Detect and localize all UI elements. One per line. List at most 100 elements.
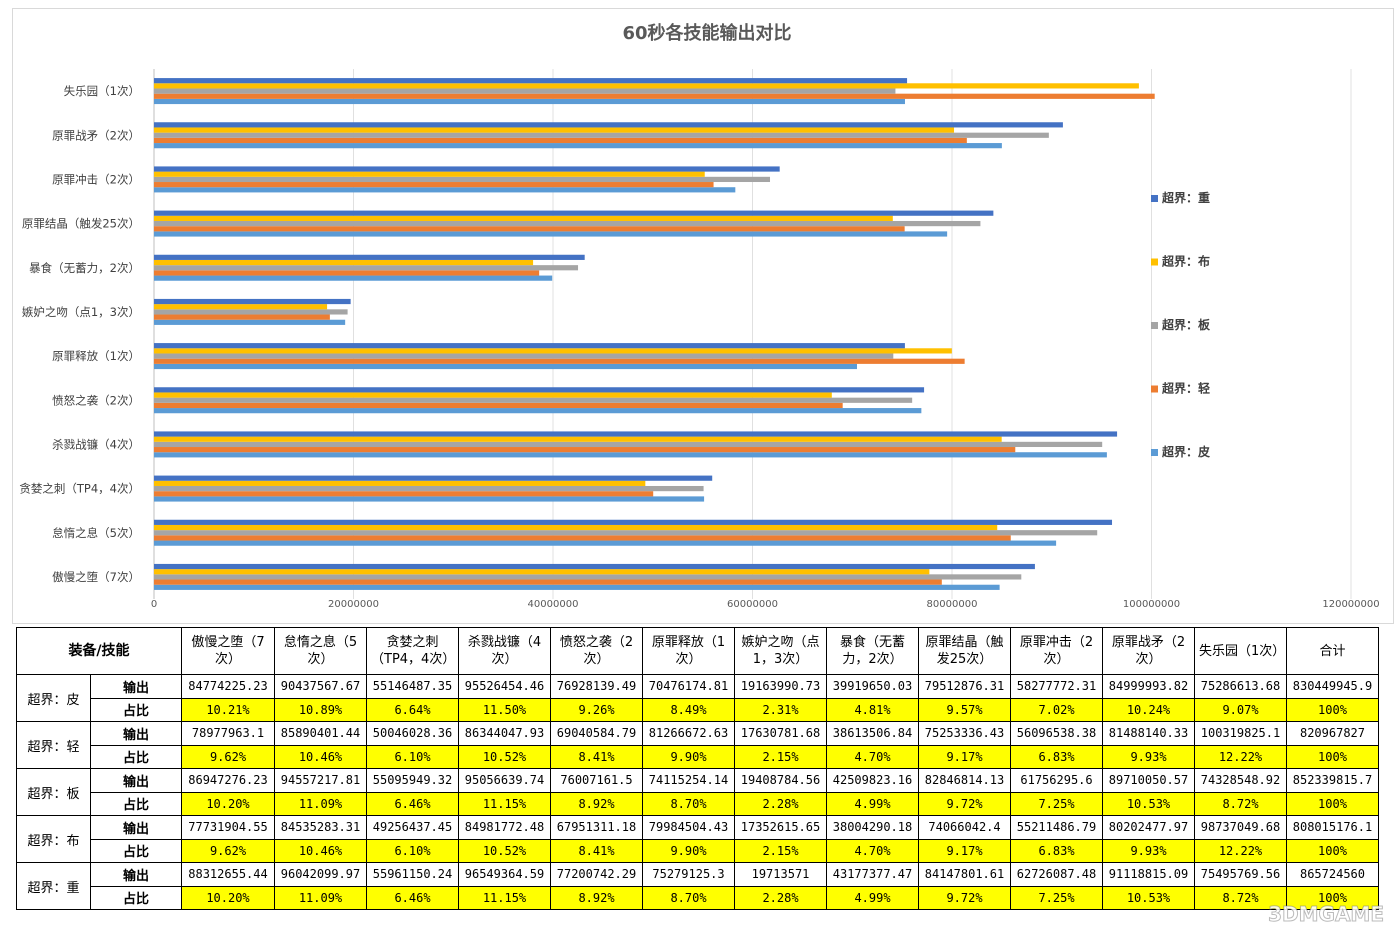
total-cell: 100% xyxy=(1286,791,1379,816)
value-cell: 9.62% xyxy=(181,838,275,863)
equipment-label: 超界：轻 xyxy=(16,721,91,769)
value-cell: 9.17% xyxy=(918,744,1011,769)
x-tick-label: 40000000 xyxy=(528,599,579,610)
value-cell: 4.99% xyxy=(826,791,919,816)
table-row: 占比 9.62% 10.46% 6.10% 10.52% 8.41% 9.90% 2.15% 4… xyxy=(17,744,1379,769)
value-cell: 79984504.43 xyxy=(642,815,735,840)
value-cell: 9.93% xyxy=(1102,744,1195,769)
value-cell: 69040584.79 xyxy=(550,721,643,746)
bar xyxy=(154,491,654,497)
value-cell: 10.21% xyxy=(181,697,275,722)
total-cell: 100% xyxy=(1286,697,1379,722)
value-cell: 96042099.97 xyxy=(274,862,367,887)
value-cell: 11.50% xyxy=(458,697,551,722)
bar xyxy=(154,220,981,227)
output-label: 输出 xyxy=(90,721,182,746)
bar xyxy=(154,480,646,486)
bar xyxy=(154,187,736,193)
value-cell: 74115254.14 xyxy=(642,768,735,793)
value-cell: 11.09% xyxy=(274,791,367,816)
category-label: 原罪释放（1次） xyxy=(52,349,140,363)
bar xyxy=(154,441,1103,448)
value-cell: 12.22% xyxy=(1194,744,1287,769)
value-cell: 8.72% xyxy=(1194,791,1287,816)
value-cell: 11.15% xyxy=(458,885,551,910)
bar xyxy=(154,343,905,349)
legend-swatch xyxy=(1151,322,1158,329)
bar xyxy=(154,319,346,325)
bar xyxy=(154,408,922,414)
bar xyxy=(154,584,1000,590)
value-cell: 4.70% xyxy=(826,744,919,769)
value-cell: 2.28% xyxy=(734,885,827,910)
value-cell: 56096538.38 xyxy=(1010,721,1103,746)
bar xyxy=(154,265,579,271)
legend-label: 超界：皮 xyxy=(1161,444,1210,459)
bar xyxy=(154,143,1002,149)
value-cell: 79512876.31 xyxy=(918,674,1011,699)
value-cell: 84147801.61 xyxy=(918,862,1011,887)
legend-swatch xyxy=(1151,385,1158,393)
value-cell: 76007161.5 xyxy=(550,768,643,793)
bar xyxy=(154,358,965,364)
value-cell: 6.46% xyxy=(366,885,459,910)
value-cell: 50046028.36 xyxy=(366,721,459,746)
bar xyxy=(154,579,942,585)
share-label: 占比 xyxy=(90,697,182,722)
equipment-label: 超界：布 xyxy=(16,815,91,863)
value-cell: 9.57% xyxy=(918,697,1011,722)
column-header: 原罪释放（1次） xyxy=(642,627,735,675)
x-tick-labels: 0 20000000 40000000 60000000 80000000 1000000… xyxy=(151,599,1380,610)
bar xyxy=(154,436,1002,442)
value-cell: 4.99% xyxy=(826,885,919,910)
value-cell: 2.15% xyxy=(734,744,827,769)
value-cell: 8.70% xyxy=(642,885,735,910)
value-cell: 7.25% xyxy=(1010,791,1103,816)
value-cell: 9.72% xyxy=(918,885,1011,910)
value-cell: 74328548.92 xyxy=(1194,768,1287,793)
category-label: 暴食（无蓄力，2次） xyxy=(29,261,140,275)
value-cell: 42509823.16 xyxy=(826,768,919,793)
legend: 超界：重超界：布超界：板超界：轻超界：皮 xyxy=(1151,190,1211,459)
legend-label: 超界：布 xyxy=(1161,254,1210,269)
value-cell: 84774225.23 xyxy=(181,674,275,699)
bar xyxy=(154,397,913,403)
category-label: 原罪冲击（2次） xyxy=(52,172,140,186)
output-label: 输出 xyxy=(90,815,182,840)
value-cell: 89710050.57 xyxy=(1102,768,1195,793)
category-label: 原罪结晶（触发25次） xyxy=(22,217,140,231)
column-header: 贪婪之刺（TP4，4次） xyxy=(366,627,459,675)
value-cell: 6.83% xyxy=(1010,744,1103,769)
bar xyxy=(154,304,328,310)
value-cell: 86947276.23 xyxy=(181,768,275,793)
bar xyxy=(154,259,534,266)
value-cell: 78977963.1 xyxy=(181,721,275,746)
bar xyxy=(154,387,925,393)
output-label: 输出 xyxy=(90,768,182,793)
value-cell: 62726087.48 xyxy=(1010,862,1103,887)
value-cell: 77731904.55 xyxy=(181,815,275,840)
category-label: 失乐园（1次） xyxy=(64,84,140,98)
column-header: 嫉妒之吻（点1，3次） xyxy=(734,627,827,675)
value-cell: 9.17% xyxy=(918,838,1011,863)
table-row: 占比 10.20% 11.09% 6.46% 11.15% 8.92% 8.70% 2.28%… xyxy=(17,885,1379,910)
value-cell: 9.90% xyxy=(642,838,735,863)
value-cell: 9.62% xyxy=(181,744,275,769)
value-cell: 85890401.44 xyxy=(274,721,367,746)
bar xyxy=(154,231,948,237)
output-label: 输出 xyxy=(90,862,182,887)
table-row: 超界：布 输出 77731904.55 84535283.31 49256437.45 8… xyxy=(16,815,1379,863)
bar xyxy=(154,353,894,359)
chart-container: 60秒各技能输出对比 傲慢之堕（7次） 怠惰之息（5次） 贪婪之刺（TP4，4次） 杀… xyxy=(12,8,1394,624)
value-cell: 8.49% xyxy=(642,697,735,722)
bar xyxy=(154,496,705,502)
table-row: 占比 10.21% 10.89% 6.64% 11.50% 9.26% 8.49% 2.31%… xyxy=(17,697,1379,722)
watermark: 3DMGAME xyxy=(1268,902,1385,927)
value-cell: 6.83% xyxy=(1010,838,1103,863)
value-cell: 10.24% xyxy=(1102,697,1195,722)
category-label: 杀戮战镰（4次） xyxy=(52,437,140,451)
value-cell: 75279125.3 xyxy=(642,862,735,887)
value-cell: 76928139.49 xyxy=(550,674,643,699)
value-cell: 95056639.74 xyxy=(458,768,551,793)
value-cell: 67951311.18 xyxy=(550,815,643,840)
